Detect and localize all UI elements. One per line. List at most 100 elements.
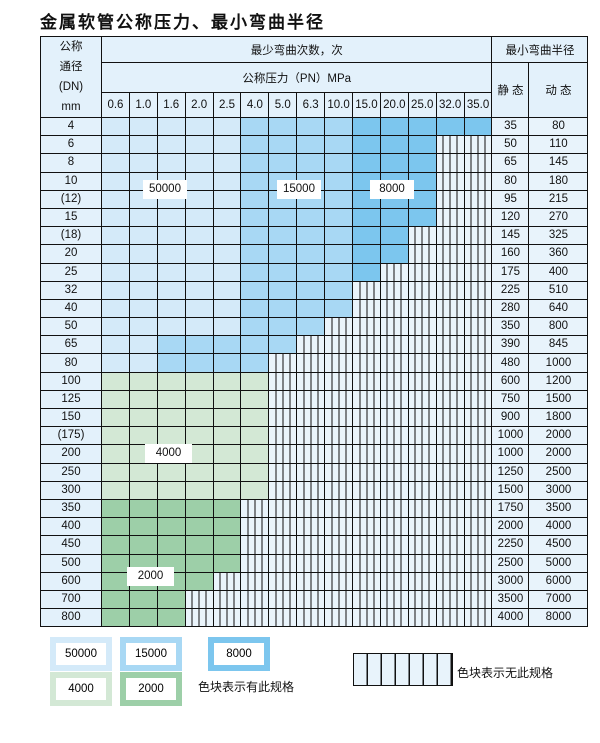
pressure-column-header: 2.5 — [212, 92, 242, 118]
unavailable-cell — [352, 426, 381, 446]
unavailable-cell — [463, 280, 493, 300]
spec-cell — [212, 480, 242, 500]
spec-cell — [212, 135, 242, 155]
spec-cell — [156, 207, 186, 228]
spec-cell — [352, 207, 381, 228]
spec-cell — [268, 280, 298, 300]
legend-swatch-4000: 4000 — [50, 672, 112, 706]
unavailable-cell — [352, 371, 381, 391]
spec-cell — [240, 335, 270, 355]
static-radius-cell: 65 — [491, 153, 530, 173]
spec-cell — [101, 571, 130, 591]
dynamic-radius-cell: 400 — [528, 262, 589, 282]
cycles-header: 最少弯曲次数，次 — [100, 36, 493, 63]
unavailable-cell — [184, 589, 214, 610]
spec-cell — [128, 244, 158, 264]
spec-cell — [101, 116, 130, 137]
unavailable-cell — [435, 517, 465, 537]
unavailable-cell — [379, 353, 409, 373]
spec-cell — [324, 280, 354, 300]
dynamic-radius-cell: 270 — [528, 207, 589, 228]
spec-cell — [101, 335, 130, 355]
dn-cell: 250 — [40, 462, 102, 482]
unavailable-cell — [184, 608, 214, 628]
spec-cell — [101, 480, 130, 500]
dn-cell: 450 — [40, 535, 102, 555]
dynamic-radius-cell: 2000 — [528, 426, 589, 446]
table-row: 400 2000 4000 — [40, 517, 589, 537]
spec-cell — [156, 353, 186, 373]
unavailable-cell — [435, 426, 465, 446]
spec-cell — [101, 135, 130, 155]
spec-cell — [184, 335, 214, 355]
unavailable-cell — [435, 135, 465, 155]
unavailable-cell — [407, 335, 437, 355]
unavailable-cell — [407, 226, 437, 246]
unavailable-cell — [379, 608, 409, 628]
unavailable-cell — [268, 371, 298, 391]
table-row: 600 3000 6000 — [40, 571, 589, 591]
spec-cell — [184, 189, 214, 209]
unavailable-cell — [240, 517, 270, 537]
spec-cell — [240, 153, 270, 173]
dn-cell: 8 — [40, 153, 102, 173]
spec-cell — [324, 189, 354, 209]
unavailable-cell — [352, 353, 381, 373]
unavailable-cell — [379, 517, 409, 537]
unavailable-cell — [324, 407, 354, 428]
unavailable-cell — [379, 317, 409, 337]
spec-cell — [128, 462, 158, 482]
dynamic-radius-cell: 2500 — [528, 462, 589, 482]
unavailable-cell — [296, 480, 326, 500]
unavailable-cell — [324, 353, 354, 373]
spec-cell — [407, 189, 437, 209]
static-header: 静 态 — [491, 62, 530, 118]
spec-cell — [212, 153, 242, 173]
unavailable-cell — [268, 407, 298, 428]
spec-cell — [268, 226, 298, 246]
dynamic-radius-cell: 3500 — [528, 498, 589, 519]
unavailable-cell — [268, 444, 298, 464]
spec-cell — [128, 207, 158, 228]
dynamic-radius-cell: 360 — [528, 244, 589, 264]
spec-cell — [296, 317, 326, 337]
unavailable-cell — [463, 517, 493, 537]
spec-cell — [268, 244, 298, 264]
unavailable-cell — [407, 480, 437, 500]
spec-cell — [240, 298, 270, 319]
dynamic-radius-cell: 510 — [528, 280, 589, 300]
unavailable-cell — [463, 553, 493, 573]
unavailable-cell — [296, 444, 326, 464]
legend-hatch-swatch — [353, 653, 453, 686]
spec-cell — [184, 389, 214, 410]
dynamic-radius-cell: 4500 — [528, 535, 589, 555]
spec-cell — [184, 462, 214, 482]
spec-cell — [101, 298, 130, 319]
spec-cell — [268, 317, 298, 337]
spec-cell — [324, 116, 354, 137]
pressure-header: 公称压力（PN）MPa — [100, 62, 493, 93]
dn-header: 公称 通径 (DN) mm — [40, 36, 102, 118]
spec-cell — [184, 371, 214, 391]
dn-header-line: (DN) — [58, 81, 84, 93]
spec-cell — [128, 262, 158, 282]
spec-cell — [156, 426, 186, 446]
dynamic-radius-cell: 1200 — [528, 371, 589, 391]
unavailable-cell — [379, 462, 409, 482]
table-row: 6 50 110 — [40, 135, 589, 155]
unavailable-cell — [324, 498, 354, 519]
unavailable-cell — [463, 153, 493, 173]
spec-cell — [407, 153, 437, 173]
unavailable-cell — [435, 298, 465, 319]
spec-cell — [324, 298, 354, 319]
spec-cell — [128, 153, 158, 173]
dynamic-radius-cell: 7000 — [528, 589, 589, 610]
unavailable-cell — [296, 335, 326, 355]
spec-cell — [184, 407, 214, 428]
spec-cell — [128, 280, 158, 300]
unavailable-cell — [463, 371, 493, 391]
static-radius-cell: 2000 — [491, 517, 530, 537]
table-row: 8 65 145 — [40, 153, 589, 173]
unavailable-cell — [435, 353, 465, 373]
unavailable-cell — [324, 389, 354, 410]
